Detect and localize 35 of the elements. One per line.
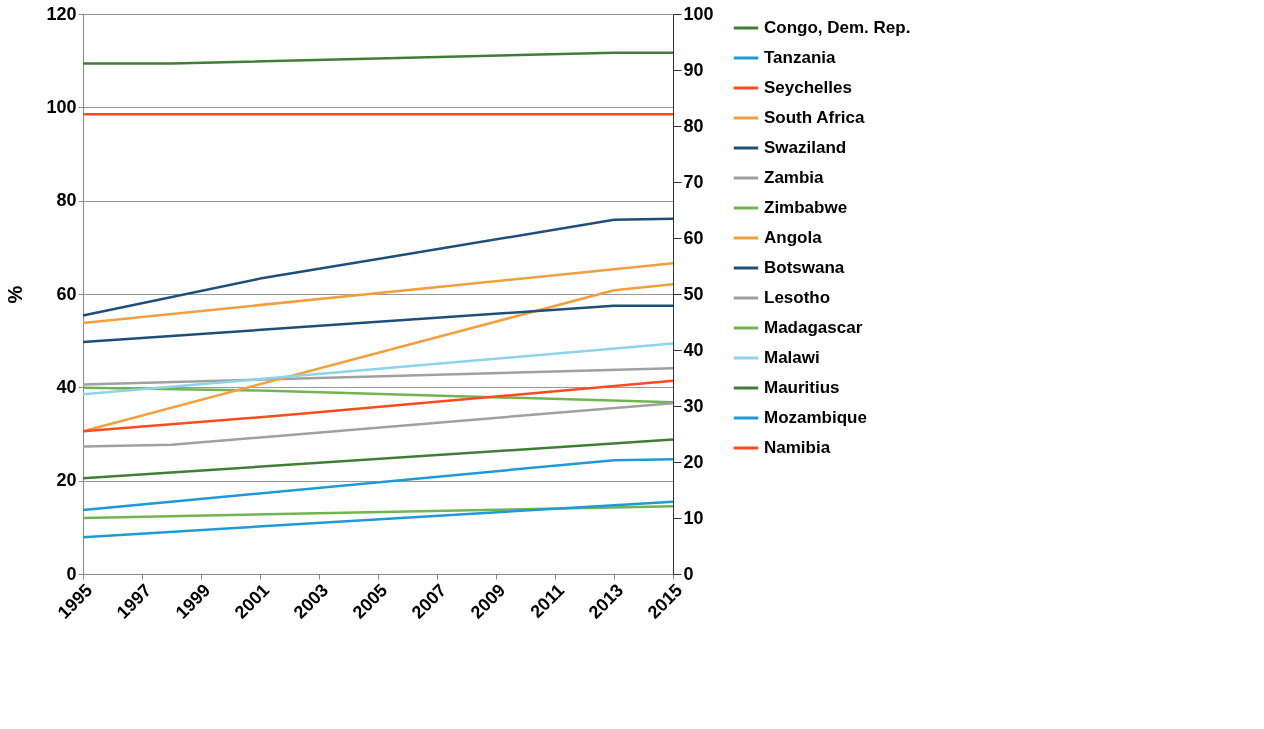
y2-tick-label: 40 (683, 339, 704, 360)
legend-label: Namibia (764, 438, 831, 457)
legend-label: Angola (764, 228, 823, 247)
y-tick-label: 0 (66, 563, 77, 584)
y-tick-label: 120 (46, 3, 77, 24)
y2-tick-label: 60 (683, 227, 704, 248)
legend-label: Seychelles (764, 78, 852, 97)
legend-label: Mozambique (764, 408, 867, 427)
y-tick-label: 20 (56, 470, 77, 491)
legend-label: Mauritius (764, 378, 840, 397)
y2-tick-label: 70 (683, 171, 704, 192)
y2-tick-label: 50 (683, 283, 704, 304)
line-series (81, 217, 675, 317)
y2-tick-label: 20 (683, 451, 704, 472)
y2-tick-label: 90 (683, 59, 704, 80)
legend-label: Madagascar (764, 318, 863, 337)
y-tick-label: 40 (56, 376, 77, 397)
y-tick-label: 100 (46, 96, 77, 117)
legend-label: Botswana (764, 258, 845, 277)
legend-label: Congo, Dem. Rep. (764, 18, 911, 37)
legend-label: Swaziland (764, 138, 847, 157)
y2-tick-label: 100 (683, 3, 714, 24)
legend-label: Malawi (764, 348, 820, 367)
y-axis-title: % (4, 285, 27, 304)
legend-label: Zambia (764, 168, 825, 187)
y-tick-label: 80 (56, 190, 77, 211)
y-tick-label: 60 (56, 283, 77, 304)
y2-tick-label: 80 (683, 115, 704, 136)
legend-label: Zimbabwe (764, 198, 848, 217)
legend-label: Lesotho (764, 288, 831, 307)
legend-label: South Africa (764, 108, 865, 127)
y2-tick-label: 0 (683, 563, 694, 584)
legend-label: Tanzania (764, 48, 837, 67)
y2-tick-label: 10 (683, 507, 704, 528)
y2-tick-label: 30 (683, 395, 704, 416)
